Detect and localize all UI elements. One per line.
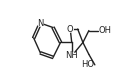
Text: HO: HO — [81, 60, 95, 69]
Text: NH: NH — [65, 51, 78, 60]
Text: O: O — [67, 25, 74, 34]
Circle shape — [37, 20, 43, 26]
Circle shape — [68, 52, 75, 60]
Text: OH: OH — [98, 26, 111, 35]
Text: N: N — [37, 19, 44, 28]
Circle shape — [67, 26, 73, 32]
